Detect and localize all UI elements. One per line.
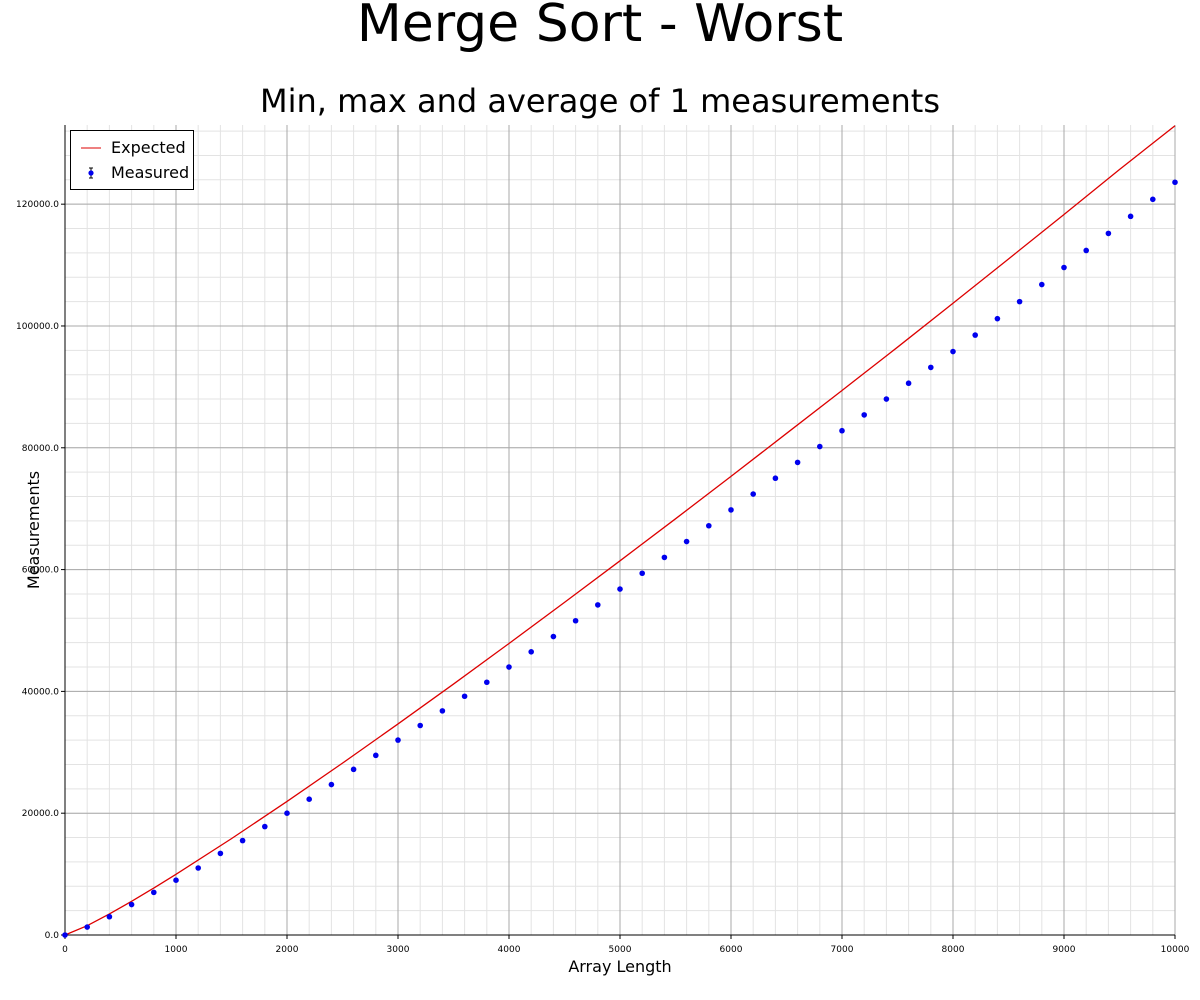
x-tick-label: 3000 bbox=[387, 945, 410, 955]
measured-point bbox=[617, 586, 623, 592]
measured-point bbox=[1172, 179, 1178, 186]
measured-point bbox=[151, 889, 157, 896]
y-axis-ticks: 0.0 20000.0 40000.0 60000.0 80000.0 100000.0 1… bbox=[16, 200, 65, 941]
measured-point bbox=[528, 649, 534, 655]
measured-point bbox=[595, 602, 601, 608]
y-tick-label: 120000.0 bbox=[16, 200, 59, 210]
measured-point bbox=[1105, 230, 1112, 237]
measured-point bbox=[484, 679, 490, 686]
chart-title: Merge Sort - Worst bbox=[356, 0, 844, 54]
y-tick-label: 100000.0 bbox=[16, 322, 59, 332]
measured-point bbox=[772, 475, 779, 482]
measured-point bbox=[506, 664, 512, 670]
measured-point bbox=[994, 315, 1001, 322]
measured-point bbox=[128, 901, 135, 908]
measured-point bbox=[928, 364, 934, 371]
measured-point bbox=[639, 570, 645, 577]
y-tick-label: 80000.0 bbox=[22, 444, 59, 454]
x-tick-label: 6000 bbox=[720, 945, 743, 955]
measured-point bbox=[239, 837, 246, 844]
y-tick-label: 40000.0 bbox=[22, 687, 59, 697]
measured-point bbox=[794, 459, 801, 466]
measured-point bbox=[1016, 298, 1023, 305]
x-tick-label: 10000 bbox=[1161, 945, 1190, 955]
expected-series bbox=[64, 125, 1176, 936]
measured-point bbox=[817, 443, 823, 450]
measured-point bbox=[750, 491, 756, 497]
x-axis-ticks: 0 1000 2000 3000 4000 5000 6000 7000 8000 9000 100… bbox=[62, 935, 1190, 955]
x-tick-label: 5000 bbox=[609, 945, 632, 955]
measured-point bbox=[262, 823, 268, 830]
measured-point bbox=[173, 877, 179, 883]
major-grid bbox=[64, 125, 1176, 936]
legend-line-swatch bbox=[81, 147, 101, 149]
measured-point bbox=[706, 522, 712, 529]
measured-point bbox=[1061, 264, 1067, 271]
measured-point bbox=[395, 737, 401, 743]
measured-point bbox=[728, 507, 734, 513]
y-axis-label: Measurements bbox=[24, 471, 43, 589]
measured-series bbox=[62, 179, 1178, 938]
x-tick-label: 8000 bbox=[942, 945, 965, 955]
measured-point bbox=[661, 554, 668, 561]
y-tick-label: 60000.0 bbox=[22, 566, 59, 576]
measured-point bbox=[572, 617, 579, 624]
measured-point bbox=[905, 380, 912, 387]
measured-point bbox=[1127, 213, 1134, 220]
measured-point bbox=[1039, 281, 1045, 288]
measured-point bbox=[84, 924, 90, 930]
chart-subtitle: Min, max and average of 1 measurements bbox=[259, 82, 941, 120]
measured-point bbox=[550, 633, 557, 640]
measured-point bbox=[461, 693, 468, 700]
measured-point bbox=[683, 538, 690, 545]
measured-point bbox=[417, 722, 424, 729]
measured-point bbox=[106, 913, 113, 920]
measured-point bbox=[1150, 196, 1156, 203]
measured-point bbox=[284, 810, 290, 816]
measured-point bbox=[62, 932, 68, 938]
measured-point bbox=[217, 850, 224, 857]
measured-point bbox=[195, 865, 201, 871]
expected-line bbox=[64, 125, 1176, 936]
measured-point bbox=[861, 412, 867, 418]
measured-point bbox=[328, 781, 335, 788]
measured-point bbox=[839, 427, 845, 434]
x-tick-label: 9000 bbox=[1053, 945, 1076, 955]
x-tick-label: 2000 bbox=[276, 945, 299, 955]
measured-point bbox=[350, 766, 357, 773]
x-tick-label: 7000 bbox=[831, 945, 854, 955]
x-tick-label: 0 bbox=[62, 945, 68, 955]
legend-label-expected: Expected bbox=[111, 138, 186, 157]
x-tick-label: 4000 bbox=[498, 945, 521, 955]
x-tick-label: 1000 bbox=[165, 945, 188, 955]
measured-point bbox=[972, 332, 978, 338]
legend-point-swatch bbox=[88, 167, 94, 179]
measured-point bbox=[950, 348, 956, 355]
measured-point bbox=[439, 708, 446, 714]
measured-point bbox=[1083, 247, 1089, 254]
measured-point bbox=[373, 752, 379, 759]
measured-point bbox=[883, 396, 890, 402]
x-axis-label: Array Length bbox=[568, 957, 671, 976]
measured-point bbox=[306, 796, 313, 802]
legend-label-measured: Measured bbox=[111, 163, 190, 182]
y-tick-label: 0.0 bbox=[45, 931, 60, 941]
chart-legend: Expected Measured bbox=[70, 130, 194, 190]
y-tick-label: 20000.0 bbox=[22, 809, 59, 819]
